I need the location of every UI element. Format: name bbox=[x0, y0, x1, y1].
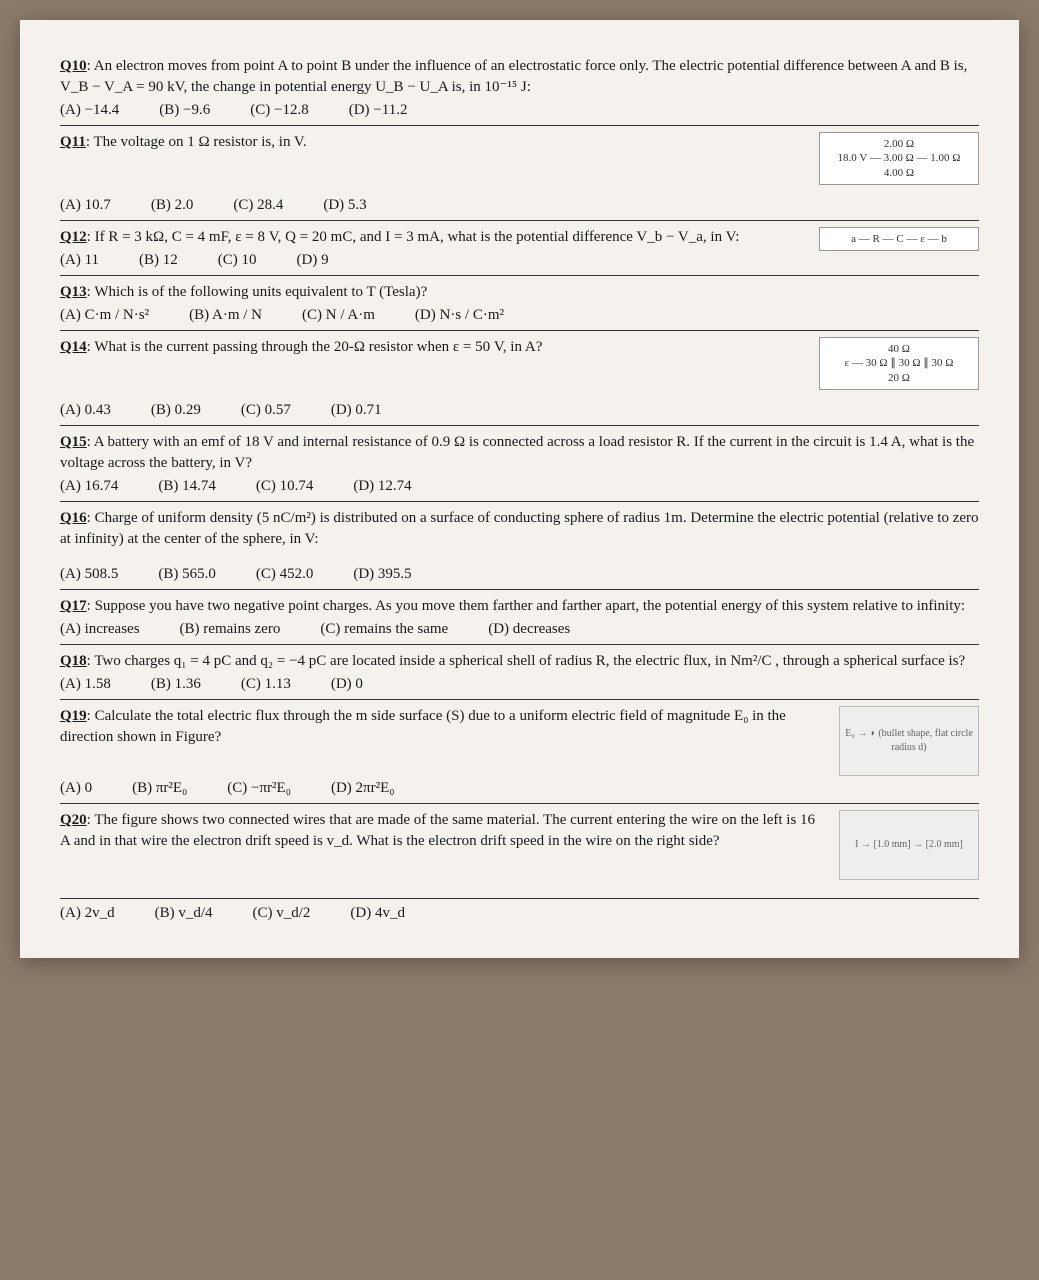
figure-q20: I → [1.0 mm] → [2.0 mm] bbox=[839, 810, 979, 880]
question-number: Q13 bbox=[60, 284, 87, 300]
choice-b: (B) πr²E₀ bbox=[132, 778, 187, 799]
question-number: Q11 bbox=[60, 134, 86, 150]
question-number: Q17 bbox=[60, 598, 87, 614]
choice-a: (A) 16.74 bbox=[60, 476, 118, 497]
question-12: Q12: If R = 3 kΩ, C = 4 mF, ε = 8 V, Q =… bbox=[60, 221, 979, 276]
choices-row: (A) 2v_d (B) v_d/4 (C) v_d/2 (D) 4v_d bbox=[60, 898, 979, 924]
choice-b: (B) 565.0 bbox=[158, 564, 216, 585]
choice-d: (D) N·s / C·m² bbox=[415, 305, 504, 326]
choice-c: (C) 10.74 bbox=[256, 476, 314, 497]
question-20: Q20: The figure shows two connected wire… bbox=[60, 804, 979, 928]
question-number: Q15 bbox=[60, 434, 87, 450]
question-text: : What is the current passing through th… bbox=[87, 339, 543, 355]
question-18: Q18: Two charges q₁ = 4 pC and q₂ = −4 p… bbox=[60, 645, 979, 700]
choice-c: (C) 1.13 bbox=[241, 674, 291, 695]
choice-b: (B) 0.29 bbox=[151, 400, 201, 421]
choices-row: (A) 0.43 (B) 0.29 (C) 0.57 (D) 0.71 bbox=[60, 400, 807, 421]
choice-c: (C) N / A·m bbox=[302, 305, 375, 326]
choice-b: (B) 2.0 bbox=[151, 195, 194, 216]
choice-b: (B) 14.74 bbox=[158, 476, 216, 497]
choice-a: (A) −14.4 bbox=[60, 100, 119, 121]
question-10: Q10: An electron moves from point A to p… bbox=[60, 50, 979, 126]
exam-page: Q10: An electron moves from point A to p… bbox=[20, 20, 1019, 958]
choice-b: (B) v_d/4 bbox=[155, 903, 213, 924]
choice-a: (A) increases bbox=[60, 619, 140, 640]
question-text: : Calculate the total electric flux thro… bbox=[60, 708, 786, 745]
question-text: : A battery with an emf of 18 V and inte… bbox=[60, 434, 974, 471]
choice-a: (A) 0.43 bbox=[60, 400, 111, 421]
question-number: Q16 bbox=[60, 510, 87, 526]
choice-d: (D) 0.71 bbox=[331, 400, 382, 421]
choice-c: (C) 0.57 bbox=[241, 400, 291, 421]
question-text: : The voltage on 1 Ω resistor is, in V. bbox=[86, 134, 307, 150]
choice-a: (A) 1.58 bbox=[60, 674, 111, 695]
question-11: Q11: The voltage on 1 Ω resistor is, in … bbox=[60, 126, 979, 221]
choice-a: (A) 2v_d bbox=[60, 903, 115, 924]
question-13: Q13: Which is of the following units equ… bbox=[60, 276, 979, 331]
choice-d: (D) −11.2 bbox=[349, 100, 408, 121]
choices-row: (A) 508.5 (B) 565.0 (C) 452.0 (D) 395.5 bbox=[60, 564, 979, 585]
question-number: Q10 bbox=[60, 58, 87, 74]
choice-b: (B) 12 bbox=[139, 250, 178, 271]
choice-d: (D) 12.74 bbox=[353, 476, 411, 497]
choice-b: (B) A·m / N bbox=[189, 305, 262, 326]
question-text: : Which is of the following units equiva… bbox=[87, 284, 428, 300]
choice-b: (B) −9.6 bbox=[159, 100, 210, 121]
choice-a: (A) C·m / N·s² bbox=[60, 305, 149, 326]
choice-d: (D) 4v_d bbox=[350, 903, 405, 924]
question-16: Q16: Charge of uniform density (5 nC/m²)… bbox=[60, 502, 979, 590]
choices-row: (A) 16.74 (B) 14.74 (C) 10.74 (D) 12.74 bbox=[60, 476, 979, 497]
choice-c: (C) 452.0 bbox=[256, 564, 314, 585]
choice-d: (D) 2πr²E₀ bbox=[331, 778, 395, 799]
question-text: : If R = 3 kΩ, C = 4 mF, ε = 8 V, Q = 20… bbox=[87, 229, 740, 245]
question-text: : Charge of uniform density (5 nC/m²) is… bbox=[60, 510, 979, 547]
choice-a: (A) 10.7 bbox=[60, 195, 111, 216]
question-17: Q17: Suppose you have two negative point… bbox=[60, 590, 979, 645]
choice-a: (A) 508.5 bbox=[60, 564, 118, 585]
choices-row: (A) 1.58 (B) 1.36 (C) 1.13 (D) 0 bbox=[60, 674, 979, 695]
choice-c: (C) −12.8 bbox=[250, 100, 308, 121]
question-19: Q19: Calculate the total electric flux t… bbox=[60, 700, 979, 804]
choice-a: (A) 11 bbox=[60, 250, 99, 271]
choice-c: (C) 10 bbox=[218, 250, 257, 271]
question-number: Q19 bbox=[60, 708, 87, 724]
choice-c: (C) remains the same bbox=[320, 619, 448, 640]
choices-row: (A) 0 (B) πr²E₀ (C) −πr²E₀ (D) 2πr²E₀ bbox=[60, 778, 979, 799]
choice-d: (D) decreases bbox=[488, 619, 570, 640]
choice-a: (A) 0 bbox=[60, 778, 92, 799]
choices-row: (A) 11 (B) 12 (C) 10 (D) 9 bbox=[60, 250, 807, 271]
choices-row: (A) C·m / N·s² (B) A·m / N (C) N / A·m (… bbox=[60, 305, 979, 326]
choice-b: (B) remains zero bbox=[180, 619, 281, 640]
question-text: : The figure shows two connected wires t… bbox=[60, 812, 815, 849]
question-number: Q14 bbox=[60, 339, 87, 355]
question-14: Q14: What is the current passing through… bbox=[60, 331, 979, 426]
choices-row: (A) −14.4 (B) −9.6 (C) −12.8 (D) −11.2 bbox=[60, 100, 979, 121]
figure-q19: E₀ → ◗ (bullet shape, flat circle radius… bbox=[839, 706, 979, 776]
choice-c: (C) 28.4 bbox=[233, 195, 283, 216]
question-number: Q20 bbox=[60, 812, 87, 828]
choice-c: (C) v_d/2 bbox=[253, 903, 311, 924]
question-text: : Two charges q₁ = 4 pC and q₂ = −4 pC a… bbox=[87, 653, 966, 669]
question-text: : An electron moves from point A to poin… bbox=[60, 58, 967, 95]
circuit-diagram-q14: 40 Ω ε — 30 Ω ∥ 30 Ω ∥ 30 Ω 20 Ω bbox=[819, 337, 979, 390]
question-number: Q18 bbox=[60, 653, 87, 669]
choice-b: (B) 1.36 bbox=[151, 674, 201, 695]
question-text: : Suppose you have two negative point ch… bbox=[87, 598, 965, 614]
choice-d: (D) 5.3 bbox=[323, 195, 366, 216]
question-number: Q12 bbox=[60, 229, 87, 245]
choice-c: (C) −πr²E₀ bbox=[227, 778, 291, 799]
choice-d: (D) 9 bbox=[297, 250, 329, 271]
question-15: Q15: A battery with an emf of 18 V and i… bbox=[60, 426, 979, 502]
choices-row: (A) increases (B) remains zero (C) remai… bbox=[60, 619, 979, 640]
choices-row: (A) 10.7 (B) 2.0 (C) 28.4 (D) 5.3 bbox=[60, 195, 807, 216]
choice-d: (D) 0 bbox=[331, 674, 363, 695]
circuit-diagram-q12: a — R — C — ε — b bbox=[819, 227, 979, 251]
circuit-diagram-q11: 2.00 Ω 18.0 V — 3.00 Ω — 1.00 Ω 4.00 Ω bbox=[819, 132, 979, 185]
choice-d: (D) 395.5 bbox=[353, 564, 411, 585]
